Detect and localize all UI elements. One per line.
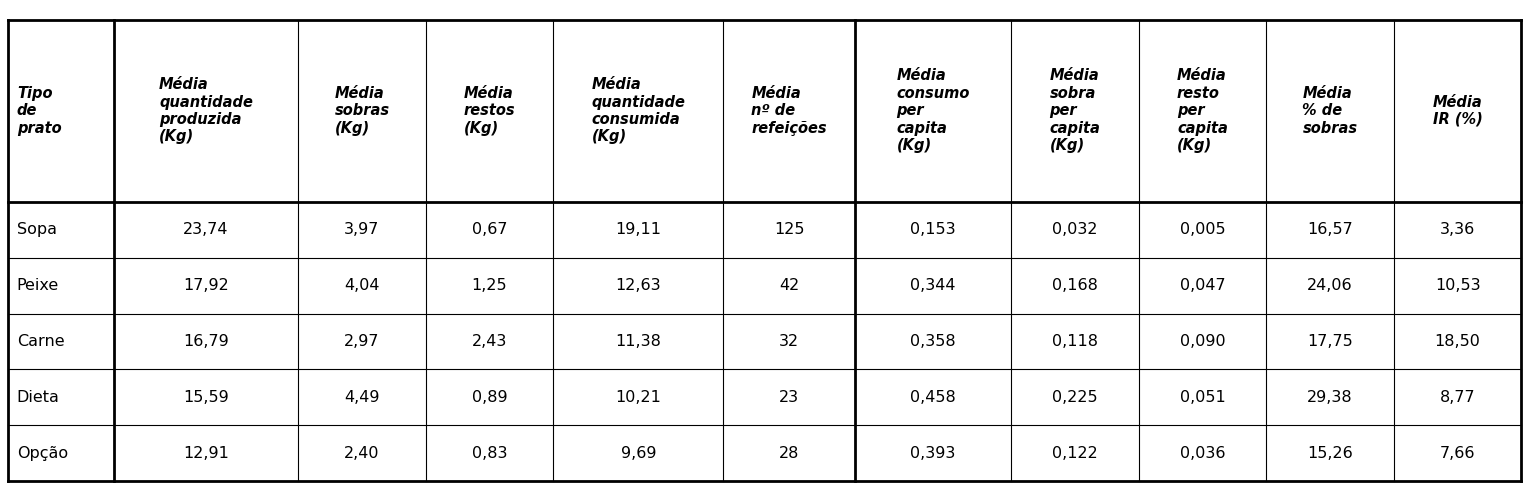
Text: 0,153: 0,153	[910, 222, 956, 237]
Text: 29,38: 29,38	[1307, 390, 1353, 405]
Text: 0,051: 0,051	[1179, 390, 1225, 405]
Text: 9,69: 9,69	[621, 446, 656, 461]
Text: 0,118: 0,118	[1052, 334, 1098, 349]
Text: 0,122: 0,122	[1052, 446, 1098, 461]
Text: 15,59: 15,59	[183, 390, 229, 405]
Text: 0,047: 0,047	[1180, 278, 1225, 293]
Text: 0,090: 0,090	[1180, 334, 1225, 349]
Text: 15,26: 15,26	[1307, 446, 1353, 461]
Text: 7,66: 7,66	[1440, 446, 1475, 461]
Text: 24,06: 24,06	[1307, 278, 1353, 293]
Text: 16,57: 16,57	[1307, 222, 1353, 237]
Text: 0,225: 0,225	[1052, 390, 1098, 405]
Text: Opção: Opção	[17, 446, 67, 461]
Text: 0,393: 0,393	[910, 446, 956, 461]
Text: 18,50: 18,50	[1434, 334, 1480, 349]
Text: 12,91: 12,91	[183, 446, 229, 461]
Text: Média
IR (%): Média IR (%)	[1433, 95, 1483, 127]
Text: 17,75: 17,75	[1307, 334, 1353, 349]
Text: 11,38: 11,38	[615, 334, 662, 349]
Text: 0,036: 0,036	[1180, 446, 1225, 461]
Text: 3,36: 3,36	[1440, 222, 1475, 237]
Text: 8,77: 8,77	[1440, 390, 1475, 405]
Text: 12,63: 12,63	[616, 278, 661, 293]
Text: 3,97: 3,97	[344, 222, 379, 237]
Text: 2,43: 2,43	[472, 334, 508, 349]
Text: 125: 125	[774, 222, 804, 237]
Text: 32: 32	[780, 334, 800, 349]
Text: 23: 23	[780, 390, 800, 405]
Text: Média
% de
sobras: Média % de sobras	[1303, 86, 1358, 136]
Text: Média
sobra
per
capita
(Kg): Média sobra per capita (Kg)	[1049, 68, 1101, 153]
Text: 10,21: 10,21	[615, 390, 662, 405]
Text: Média
consumo
per
capita
(Kg): Média consumo per capita (Kg)	[896, 68, 969, 153]
Text: 2,97: 2,97	[344, 334, 379, 349]
Text: 1,25: 1,25	[472, 278, 508, 293]
Text: 0,83: 0,83	[472, 446, 508, 461]
Text: 19,11: 19,11	[615, 222, 662, 237]
Text: 0,032: 0,032	[1052, 222, 1098, 237]
Text: 0,344: 0,344	[910, 278, 956, 293]
Text: Peixe: Peixe	[17, 278, 60, 293]
Text: 0,168: 0,168	[1052, 278, 1098, 293]
Text: Tipo
de
prato: Tipo de prato	[17, 86, 61, 136]
Text: 4,04: 4,04	[344, 278, 379, 293]
Text: Média
quantidade
consumida
(Kg): Média quantidade consumida (Kg)	[592, 77, 685, 144]
Text: Média
nº de
refeições: Média nº de refeições	[751, 86, 827, 136]
Text: 17,92: 17,92	[183, 278, 229, 293]
Text: 0,358: 0,358	[910, 334, 956, 349]
Text: Média
quantidade
produzida
(Kg): Média quantidade produzida (Kg)	[159, 77, 252, 144]
Text: 16,79: 16,79	[183, 334, 229, 349]
Text: Média
resto
per
capita
(Kg): Média resto per capita (Kg)	[1177, 68, 1228, 153]
Text: 42: 42	[780, 278, 800, 293]
Text: 23,74: 23,74	[183, 222, 229, 237]
Text: 0,67: 0,67	[472, 222, 508, 237]
Text: Média
sobras
(Kg): Média sobras (Kg)	[335, 86, 390, 136]
Text: Média
restos
(Kg): Média restos (Kg)	[463, 86, 515, 136]
Text: Sopa: Sopa	[17, 222, 57, 237]
Text: Carne: Carne	[17, 334, 64, 349]
Text: 0,89: 0,89	[472, 390, 508, 405]
Text: 0,005: 0,005	[1180, 222, 1225, 237]
Text: 4,49: 4,49	[344, 390, 379, 405]
Text: Dieta: Dieta	[17, 390, 60, 405]
Text: 0,458: 0,458	[910, 390, 956, 405]
Text: 28: 28	[780, 446, 800, 461]
Text: 2,40: 2,40	[344, 446, 379, 461]
Text: 10,53: 10,53	[1434, 278, 1480, 293]
